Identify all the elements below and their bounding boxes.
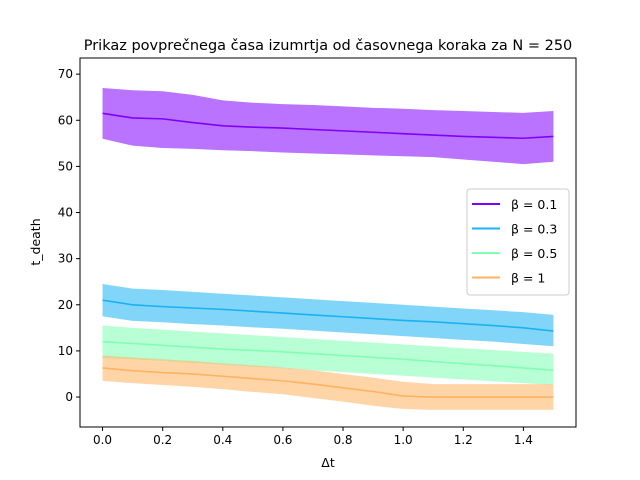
line-series-2 <box>102 299 554 332</box>
line-series-3 <box>102 340 554 372</box>
y-tick-label: 50 <box>58 159 73 173</box>
legend-label-2: β = 0.3 <box>511 222 557 237</box>
y-axis-ticks: 0 10 20 30 40 50 60 70 <box>58 67 80 404</box>
legend: β = 0.1 β = 0.3 β = 0.5 β = 1 <box>466 188 570 296</box>
y-tick-label: 60 <box>58 113 73 127</box>
series-lines <box>102 112 554 398</box>
chart-title: Prikaz povprečnega časa izumrtja od časo… <box>84 38 573 54</box>
legend-label-1: β = 0.1 <box>511 197 557 212</box>
y-tick-label: 10 <box>58 344 73 358</box>
x-axis-ticks: 0.0 0.2 0.4 0.6 0.8 1.0 1.2 1.4 <box>93 427 533 447</box>
x-tick-label: 0.2 <box>153 433 172 447</box>
x-tick-label: 0.4 <box>213 433 232 447</box>
x-tick-label: 1.4 <box>514 433 533 447</box>
y-tick-label: 70 <box>58 67 73 81</box>
plot-frame <box>79 57 577 428</box>
legend-label-3: β = 0.5 <box>511 246 557 261</box>
line-series-4 <box>102 367 554 398</box>
y-tick-label: 30 <box>58 252 73 266</box>
band-series-1 <box>102 87 554 165</box>
x-tick-label: 0.8 <box>333 433 352 447</box>
x-tick-label: 1.0 <box>394 433 413 447</box>
x-tick-label: 0.0 <box>93 433 112 447</box>
line-series-1 <box>102 112 554 140</box>
x-tick-label: 1.2 <box>454 433 473 447</box>
legend-box <box>466 188 570 296</box>
x-tick-label: 0.6 <box>273 433 292 447</box>
y-tick-label: 20 <box>58 298 73 312</box>
y-tick-label: 0 <box>65 390 73 404</box>
x-axis-label: Δt <box>321 455 335 470</box>
legend-label-4: β = 1 <box>511 271 545 286</box>
y-tick-label: 40 <box>58 206 73 220</box>
y-axis-label: t_death <box>28 218 43 265</box>
